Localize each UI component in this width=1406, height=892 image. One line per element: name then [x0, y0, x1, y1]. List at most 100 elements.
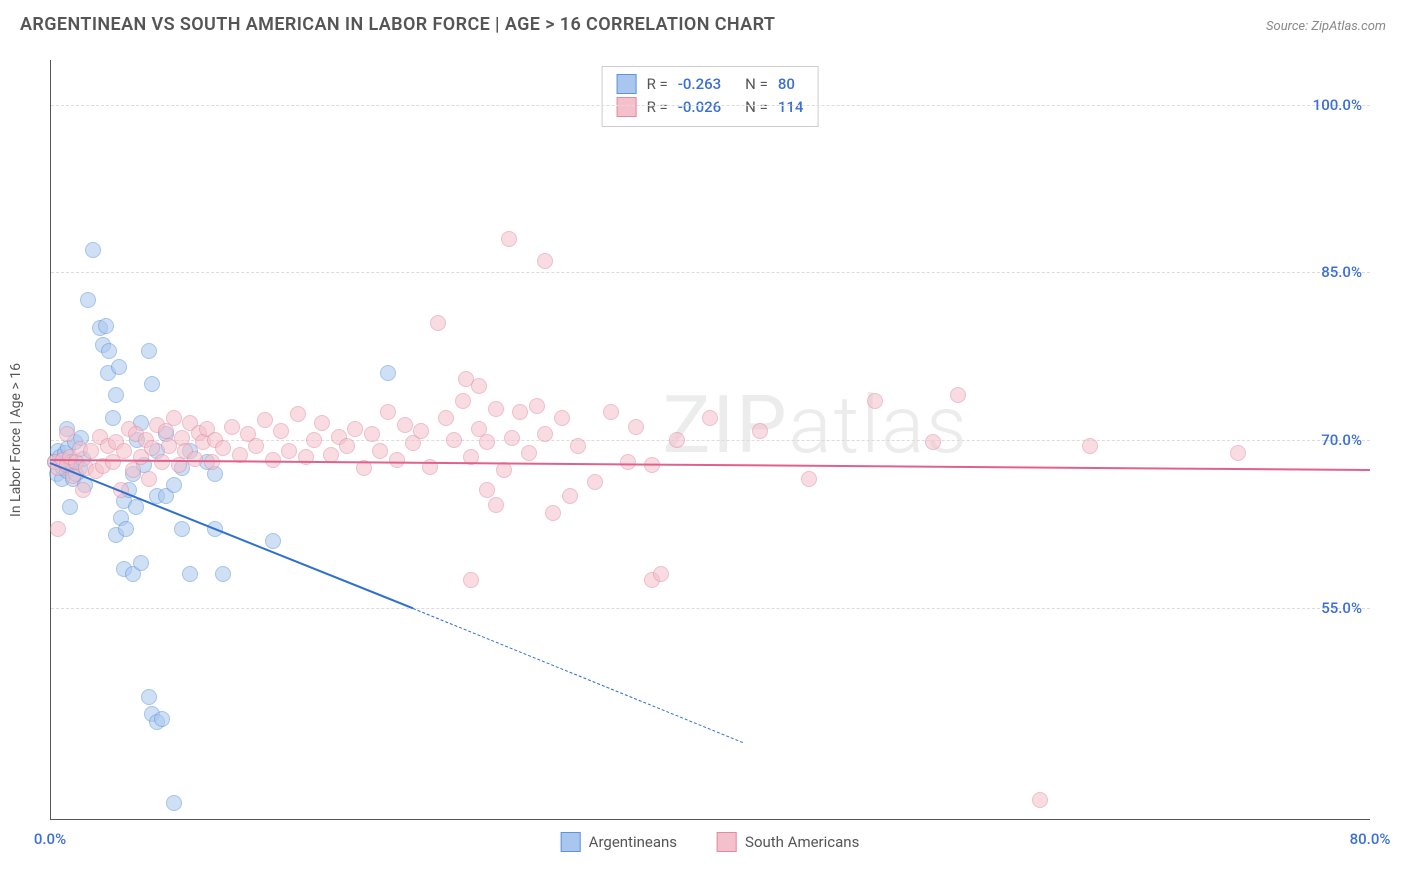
data-point	[537, 253, 553, 269]
data-point	[290, 406, 306, 422]
data-point	[570, 438, 586, 454]
data-point	[59, 426, 75, 442]
data-point	[545, 505, 561, 521]
data-point	[501, 231, 517, 247]
data-point	[488, 497, 504, 513]
data-point	[389, 452, 405, 468]
data-point	[306, 432, 322, 448]
data-point	[562, 488, 578, 504]
stat-n-label: N =	[745, 73, 768, 96]
series-swatch	[617, 74, 637, 94]
stat-r-label: R =	[647, 96, 668, 119]
trend-line	[50, 462, 414, 609]
data-point	[108, 387, 124, 403]
y-tick-label: 100.0%	[1313, 96, 1362, 114]
data-point	[141, 689, 157, 705]
data-point	[116, 443, 132, 459]
data-point	[380, 404, 396, 420]
data-point	[702, 410, 718, 426]
legend-label: South Americans	[745, 833, 859, 851]
data-point	[1032, 792, 1048, 808]
data-point	[257, 412, 273, 428]
data-point	[224, 419, 240, 435]
data-point	[587, 474, 603, 490]
data-point	[248, 438, 264, 454]
legend-swatch	[717, 832, 737, 852]
data-point	[314, 415, 330, 431]
data-point	[273, 423, 289, 439]
gridline	[51, 608, 1370, 609]
data-point	[187, 451, 203, 467]
data-point	[118, 521, 134, 537]
data-point	[133, 555, 149, 571]
data-point	[512, 404, 528, 420]
stats-row: R = -0.026N = 114	[617, 96, 804, 119]
gridline	[51, 105, 1370, 106]
data-point	[128, 499, 144, 515]
source-label: Source: ZipAtlas.com	[1266, 19, 1386, 34]
data-point	[925, 434, 941, 450]
data-point	[867, 393, 883, 409]
stat-r-label: R =	[647, 73, 668, 96]
stat-n-label: N =	[745, 96, 768, 119]
data-point	[98, 318, 114, 334]
x-tick-label: 0.0%	[34, 830, 66, 848]
stat-n-value: 80	[778, 73, 795, 96]
data-point	[101, 343, 117, 359]
data-point	[455, 393, 471, 409]
data-point	[281, 443, 297, 459]
data-point	[80, 292, 96, 308]
data-point	[144, 376, 160, 392]
data-point	[141, 471, 157, 487]
data-point	[166, 410, 182, 426]
y-tick-label: 70.0%	[1321, 431, 1362, 449]
correlation-stats-box: R = -0.263N = 80R = -0.026N = 114	[602, 66, 819, 127]
stat-r-value: -0.263	[678, 73, 721, 96]
data-point	[154, 711, 170, 727]
data-point	[111, 359, 127, 375]
y-tick-label: 55.0%	[1321, 599, 1362, 617]
data-point	[430, 315, 446, 331]
stats-row: R = -0.263 N = 80	[617, 73, 804, 96]
correlation-chart: In Labor Force | Age > 16 ZIPatlas R = -…	[50, 60, 1370, 820]
data-point	[83, 443, 99, 459]
data-point	[372, 443, 388, 459]
data-point	[669, 432, 685, 448]
chart-title: ARGENTINEAN VS SOUTH AMERICAN IN LABOR F…	[20, 14, 775, 35]
data-point	[529, 398, 545, 414]
data-point	[85, 242, 101, 258]
legend-item: South Americans	[717, 832, 859, 852]
data-point	[265, 533, 281, 549]
stat-r-value: -0.026	[678, 96, 721, 119]
data-point	[628, 419, 644, 435]
gridline	[51, 272, 1370, 273]
data-point	[620, 454, 636, 470]
data-point	[166, 795, 182, 811]
data-point	[496, 462, 512, 478]
data-point	[364, 426, 380, 442]
data-point	[801, 471, 817, 487]
data-point	[1230, 445, 1246, 461]
y-tick-label: 85.0%	[1321, 263, 1362, 281]
trend-line-extrapolated	[413, 608, 743, 743]
data-point	[141, 343, 157, 359]
data-point	[603, 404, 619, 420]
data-point	[537, 426, 553, 442]
data-point	[479, 482, 495, 498]
y-axis-label: In Labor Force | Age > 16	[8, 363, 24, 517]
data-point	[446, 432, 462, 448]
legend-item: Argentineans	[561, 832, 677, 852]
data-point	[397, 417, 413, 433]
data-point	[950, 387, 966, 403]
data-point	[174, 521, 190, 537]
legend-label: Argentineans	[589, 833, 677, 851]
data-point	[752, 423, 768, 439]
data-point	[215, 440, 231, 456]
data-point	[204, 454, 220, 470]
data-point	[105, 410, 121, 426]
x-tick-label: 80.0%	[1350, 830, 1391, 848]
data-point	[479, 434, 495, 450]
data-point	[62, 499, 78, 515]
title-bar: ARGENTINEAN VS SOUTH AMERICAN IN LABOR F…	[0, 0, 1406, 45]
trend-line	[50, 459, 1370, 471]
